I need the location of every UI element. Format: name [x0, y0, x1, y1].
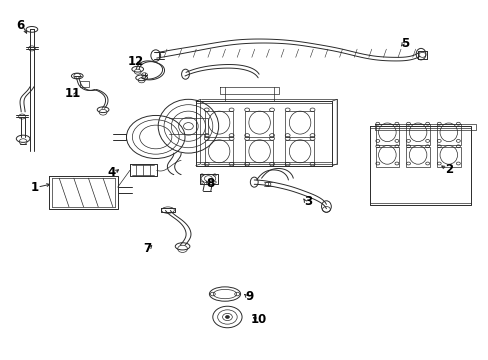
Text: 9: 9: [245, 290, 253, 303]
Text: 11: 11: [64, 87, 81, 100]
Bar: [406, 124, 429, 145]
Bar: [244, 140, 273, 166]
Bar: [204, 111, 232, 137]
Text: 5: 5: [401, 37, 408, 50]
Bar: [375, 124, 398, 145]
Bar: [406, 147, 429, 167]
Text: 7: 7: [142, 242, 151, 255]
Bar: [436, 124, 460, 145]
Text: 3: 3: [303, 195, 311, 208]
Bar: [80, 81, 89, 87]
Text: 1: 1: [31, 181, 39, 194]
Circle shape: [225, 316, 229, 319]
Bar: [375, 147, 398, 167]
Bar: [436, 147, 460, 167]
Text: 6: 6: [16, 19, 24, 32]
Bar: [285, 111, 313, 137]
Bar: [244, 111, 273, 137]
Bar: [285, 140, 313, 166]
Text: 10: 10: [250, 313, 267, 327]
Text: 8: 8: [206, 177, 214, 190]
Text: 2: 2: [444, 163, 452, 176]
Bar: [204, 140, 232, 166]
Text: 4: 4: [107, 166, 116, 179]
Text: 12: 12: [128, 55, 144, 68]
